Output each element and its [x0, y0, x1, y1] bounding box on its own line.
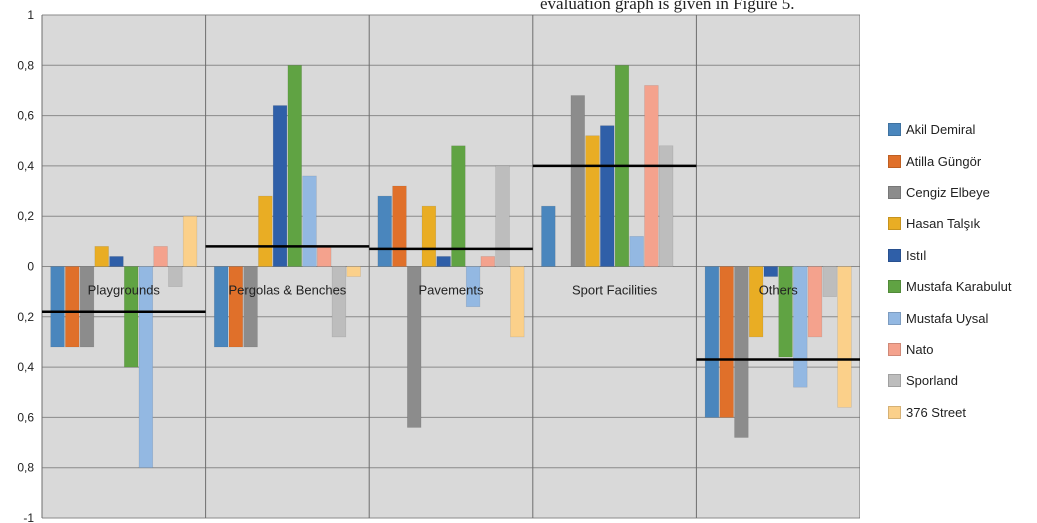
bar	[138, 266, 154, 468]
bar	[719, 266, 734, 418]
bar	[451, 145, 466, 267]
legend-label: 376 Street	[906, 404, 966, 420]
bar	[585, 135, 600, 267]
legend-label: Mustafa Karabulut	[906, 279, 1012, 295]
y-tick-label: 0,2	[17, 209, 34, 223]
legend-swatch	[888, 248, 901, 262]
bar	[644, 85, 659, 267]
bar	[629, 236, 644, 267]
bar	[65, 266, 80, 348]
legend-label: Atilla Güngör	[906, 153, 982, 169]
category-label: Pavements	[418, 283, 484, 298]
bar	[124, 266, 139, 368]
bar	[510, 266, 525, 338]
bar	[243, 266, 258, 348]
legend-item: Akil Demiral	[888, 114, 1012, 145]
legend-item: Atilla Güngör	[888, 145, 1012, 176]
bar	[763, 266, 779, 277]
bar	[570, 95, 585, 267]
bar	[331, 266, 347, 338]
bar	[600, 125, 615, 267]
bar-chart: 1 0,8 0,6 0,4 0,2 0 0,2 0,4 0,6 0,8 -1 Playgrounds P…	[17, 8, 860, 523]
y-tick-label: 0,6	[17, 109, 34, 123]
bar	[734, 266, 749, 438]
bar	[153, 246, 168, 267]
y-tick-label: 0,8	[17, 58, 34, 72]
bar	[495, 165, 510, 267]
bar	[748, 266, 764, 338]
bar	[377, 195, 392, 267]
bar	[79, 266, 95, 348]
figure-caption-fragment: evaluation graph is given in Figure 5.	[540, 0, 795, 13]
bar	[346, 266, 361, 277]
legend-label: Akil Demiral	[906, 122, 976, 138]
bar	[704, 266, 720, 418]
bar	[407, 266, 422, 428]
bar	[317, 246, 332, 267]
bar	[94, 246, 109, 267]
legend-label: Istıl	[906, 247, 927, 263]
legend-label: Mustafa Uysal	[906, 310, 989, 326]
y-tick-label: 1	[27, 8, 34, 22]
chart-legend: Akil Demiral Atilla Güngör Cengiz Elbeye…	[888, 114, 1012, 428]
legend-swatch	[888, 280, 901, 294]
bar	[213, 266, 229, 348]
legend-label: Nato	[906, 341, 934, 357]
bar	[480, 256, 495, 267]
bar	[50, 266, 65, 348]
legend-swatch	[888, 217, 901, 231]
y-tick-label: 0,6	[17, 410, 34, 424]
bar	[658, 145, 674, 267]
bar	[272, 105, 288, 267]
bar	[302, 175, 317, 267]
legend-item: Cengiz Elbeye	[888, 177, 1012, 208]
legend-swatch	[888, 405, 901, 419]
bar	[822, 266, 837, 297]
legend-item: Istıl	[888, 240, 1012, 271]
y-tick-label: 0,4	[17, 159, 34, 173]
y-tick-label: -1	[23, 511, 34, 523]
bar	[109, 256, 124, 267]
category-label: Others	[759, 283, 799, 298]
bar	[778, 266, 793, 358]
legend-item: Nato	[888, 334, 1012, 365]
legend-item: 376 Street	[888, 397, 1012, 428]
legend-swatch	[888, 123, 901, 137]
legend-label: Sporland	[906, 373, 959, 389]
bar	[837, 266, 852, 408]
legend-swatch	[888, 342, 901, 356]
bar	[182, 215, 198, 267]
legend-item: Mustafa Karabulut	[888, 271, 1012, 302]
bar	[287, 65, 302, 267]
category-label: Pergolas & Benches	[229, 283, 347, 298]
legend-item: Hasan Talşık	[888, 208, 1012, 239]
legend-swatch	[888, 154, 901, 168]
bar	[421, 205, 437, 267]
y-tick-label: 0	[27, 260, 34, 274]
legend-swatch	[888, 374, 901, 388]
category-label: Sport Facilities	[572, 283, 658, 298]
y-tick-label: 0,4	[17, 360, 34, 374]
y-tick-label: 0,8	[17, 461, 34, 475]
bar	[541, 205, 556, 267]
bar	[793, 266, 808, 388]
bar	[807, 266, 823, 338]
bar	[465, 266, 481, 308]
category-label: Playgrounds	[88, 283, 161, 298]
bar	[392, 185, 407, 267]
legend-label: Hasan Talşık	[906, 216, 981, 232]
bar	[258, 195, 273, 267]
bar	[168, 266, 183, 287]
legend-item: Mustafa Uysal	[888, 302, 1012, 333]
legend-swatch	[888, 185, 901, 199]
legend-label: Cengiz Elbeye	[906, 184, 990, 200]
y-tick-label: 0,2	[17, 310, 34, 324]
legend-swatch	[888, 311, 901, 325]
legend-item: Sporland	[888, 365, 1012, 396]
bar	[228, 266, 244, 348]
bar	[436, 256, 451, 267]
